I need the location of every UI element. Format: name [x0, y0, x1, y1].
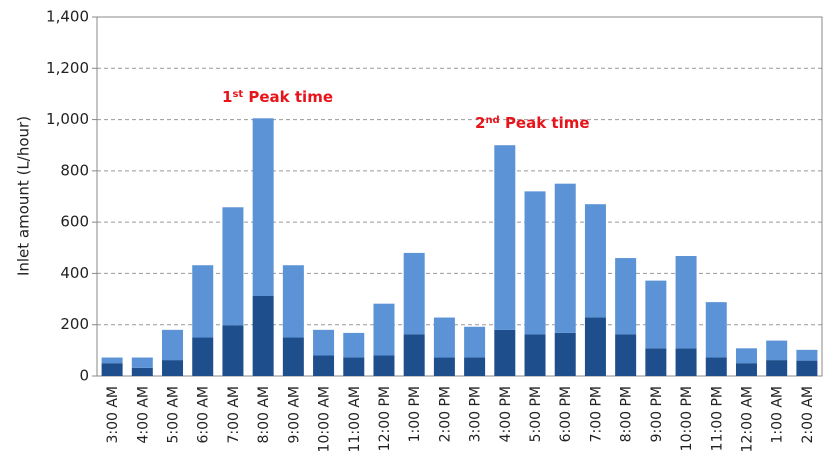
- bar-segment: [524, 191, 546, 335]
- x-tick-label: 10:00 AM: [317, 386, 333, 452]
- annotation-text: Peak time: [243, 88, 333, 106]
- bar-segment: [373, 303, 395, 356]
- bar-segment: [192, 337, 214, 376]
- y-tick-label: 600: [60, 213, 89, 231]
- bar-segment: [343, 332, 365, 358]
- x-tick-label: 8:00 PM: [619, 386, 635, 442]
- bar-segment: [343, 357, 365, 376]
- bar-segment: [524, 334, 546, 376]
- bar-segment: [162, 360, 184, 376]
- y-tick-label: 1,200: [46, 59, 89, 77]
- x-tick-label: 1:00 AM: [770, 386, 786, 444]
- plot-frame: [96, 16, 823, 377]
- x-tick-label: 3:00 PM: [468, 386, 484, 442]
- bar-segment: [615, 334, 637, 376]
- bar-segment: [766, 340, 788, 361]
- bar-segment: [796, 360, 818, 376]
- bar-segment: [645, 348, 667, 376]
- x-tick-label: 7:00 PM: [588, 386, 604, 442]
- annotation-suffix: st: [232, 89, 243, 100]
- bar-segment: [433, 357, 455, 376]
- bar-segment: [615, 258, 637, 335]
- y-tick-label: 1,000: [46, 110, 89, 128]
- bar-segment: [554, 332, 576, 376]
- bar-segment: [162, 329, 184, 361]
- y-tick-label: 1,400: [46, 8, 89, 26]
- annotation: 1st Peak time: [222, 88, 333, 106]
- y-tick-label: 0: [79, 367, 89, 385]
- bar-segment: [554, 183, 576, 333]
- x-tick-label: 10:00 PM: [679, 386, 695, 451]
- x-tick-label: 4:00 AM: [135, 386, 151, 444]
- bar-segment: [705, 302, 727, 358]
- x-tick-label: 8:00 AM: [256, 386, 272, 444]
- annotation-text: Peak time: [500, 114, 590, 132]
- bar-segment: [101, 357, 123, 364]
- x-tick-label: 12:00 PM: [377, 386, 393, 451]
- bar-segment: [131, 357, 153, 368]
- y-tick-label: 400: [60, 264, 89, 282]
- bar-segment: [796, 349, 818, 361]
- annotation-number: 2: [475, 114, 485, 132]
- x-tick-label: 4:00 PM: [498, 386, 514, 442]
- bar-segment: [282, 265, 304, 338]
- bar-segment: [584, 317, 606, 376]
- bar-segment: [313, 329, 335, 356]
- bar-segment: [494, 329, 516, 376]
- x-tick-label: 2:00 PM: [437, 386, 453, 442]
- y-tick-label: 800: [60, 161, 89, 179]
- x-tick-label: 6:00 PM: [558, 386, 574, 442]
- x-tick-label: 6:00 AM: [196, 386, 212, 444]
- x-tick-label: 2:00 AM: [800, 386, 816, 444]
- bar-segment: [584, 204, 606, 318]
- bar-segment: [675, 348, 697, 376]
- bar-segment: [282, 337, 304, 376]
- bar-segment: [645, 280, 667, 349]
- x-tick-label: 3:00 AM: [105, 386, 121, 444]
- bar-segment: [252, 295, 274, 376]
- bar-segment: [675, 255, 697, 349]
- bar-segment: [192, 265, 214, 338]
- bar-segment: [735, 363, 757, 376]
- bar-segment: [705, 357, 727, 376]
- bar-segment: [464, 357, 486, 376]
- bar-segment: [433, 317, 455, 358]
- x-tick-label: 9:00 PM: [649, 386, 665, 442]
- annotation-number: 1: [222, 88, 232, 106]
- x-tick-label: 1:00 PM: [407, 386, 423, 442]
- bar-segment: [131, 367, 153, 376]
- bar-segment: [101, 363, 123, 376]
- annotation-suffix: nd: [485, 115, 499, 126]
- bar-segment: [766, 360, 788, 376]
- bar-segment: [252, 118, 274, 296]
- x-tick-label: 11:00 AM: [347, 386, 363, 452]
- x-tick-label: 5:00 AM: [166, 386, 182, 444]
- bar-segment: [403, 334, 425, 376]
- y-tick-label: 200: [60, 315, 89, 333]
- bar-segment: [222, 325, 244, 376]
- bar-segment: [313, 355, 335, 376]
- bar-segment: [494, 145, 516, 330]
- x-tick-label: 11:00 PM: [709, 386, 725, 451]
- bar-segment: [222, 207, 244, 326]
- bar-segment: [735, 348, 757, 364]
- bar-segment: [464, 326, 486, 358]
- x-tick-label: 7:00 AM: [226, 386, 242, 444]
- bar-segment: [403, 252, 425, 335]
- bar-segment: [373, 355, 395, 376]
- annotation: 2nd Peak time: [475, 114, 590, 132]
- y-axis-label: Inlet amount (L/hour): [15, 116, 33, 276]
- x-tick-label: 12:00 AM: [739, 386, 755, 452]
- x-tick-label: 9:00 AM: [286, 386, 302, 444]
- x-tick-label: 5:00 PM: [528, 386, 544, 442]
